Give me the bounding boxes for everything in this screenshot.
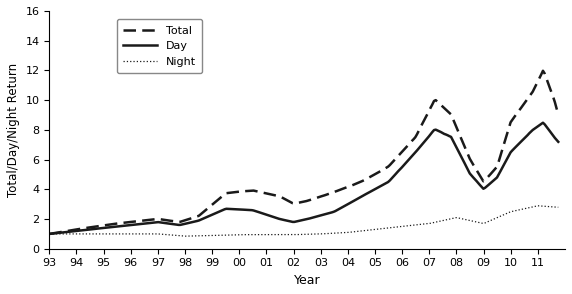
Night <box>359 229 366 233</box>
Day <box>347 201 354 204</box>
Day <box>358 195 364 199</box>
Total <box>46 232 53 236</box>
Day <box>46 232 53 236</box>
Night <box>182 234 189 238</box>
Day <box>507 151 514 154</box>
Line: Total: Total <box>49 71 558 234</box>
Total <box>47 232 54 235</box>
Total <box>507 121 514 124</box>
Day <box>555 140 562 143</box>
Night <box>47 232 54 236</box>
Total <box>555 113 562 116</box>
X-axis label: Year: Year <box>294 274 320 287</box>
Night <box>351 230 358 233</box>
Legend: Total, Day, Night: Total, Day, Night <box>117 19 202 73</box>
Total <box>347 184 354 188</box>
Night <box>46 232 53 236</box>
Night <box>534 204 541 208</box>
Line: Night: Night <box>49 206 558 236</box>
Total <box>539 69 546 73</box>
Day <box>349 200 356 203</box>
Line: Day: Day <box>49 123 558 234</box>
Night <box>509 210 516 213</box>
Day <box>475 181 482 185</box>
Total <box>358 180 364 183</box>
Night <box>476 221 483 225</box>
Y-axis label: Total/Day/Night Return: Total/Day/Night Return <box>7 63 20 197</box>
Day <box>47 232 54 235</box>
Total <box>475 171 482 175</box>
Total <box>349 183 356 187</box>
Night <box>349 230 356 234</box>
Day <box>539 121 546 124</box>
Night <box>555 206 562 209</box>
